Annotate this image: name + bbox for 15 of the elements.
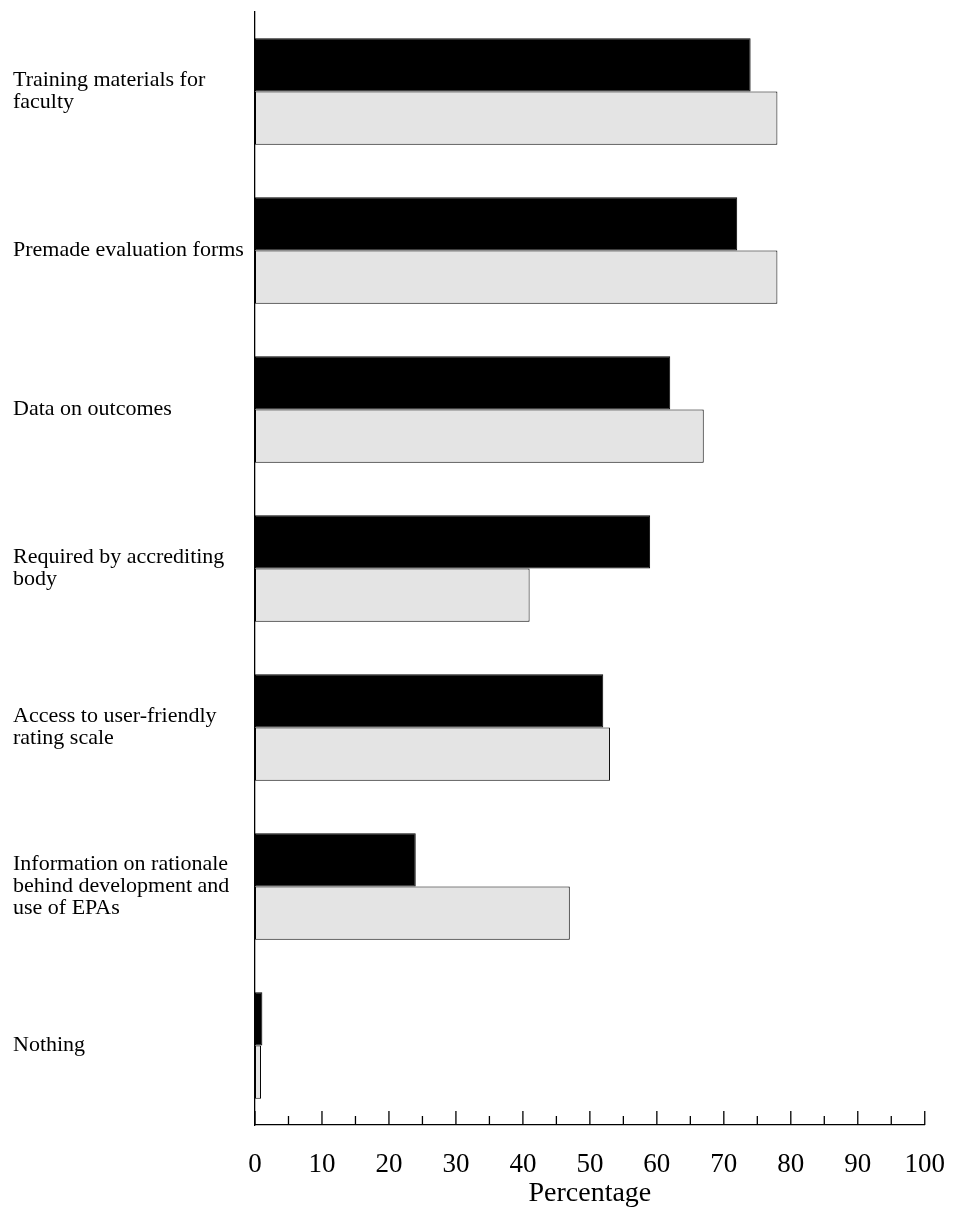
x-tick-label: 80 (777, 1148, 805, 1179)
x-tick-label: 90 (844, 1148, 872, 1179)
x-tick-label: 100 (904, 1148, 945, 1179)
y-tick-label: Information on rationale behind development and use of EPAs (13, 850, 230, 920)
y-tick-label: Premade evaluation forms (13, 236, 244, 262)
x-tick-label: 70 (710, 1148, 738, 1179)
y-tick-label: Required by accrediting body (13, 543, 225, 591)
x-tick-label: 30 (442, 1148, 470, 1179)
y-tick-label: Access to user-friendly rating scale (13, 702, 217, 750)
y-tick-label: Nothing (13, 1031, 86, 1057)
y-tick-label: Training materials for faculty (13, 66, 206, 114)
y-tick-label: Data on outcomes (13, 395, 172, 421)
x-tick-label: 20 (375, 1148, 403, 1179)
x-tick-label: 0 (248, 1148, 262, 1179)
x-tick-label: 10 (308, 1148, 336, 1179)
